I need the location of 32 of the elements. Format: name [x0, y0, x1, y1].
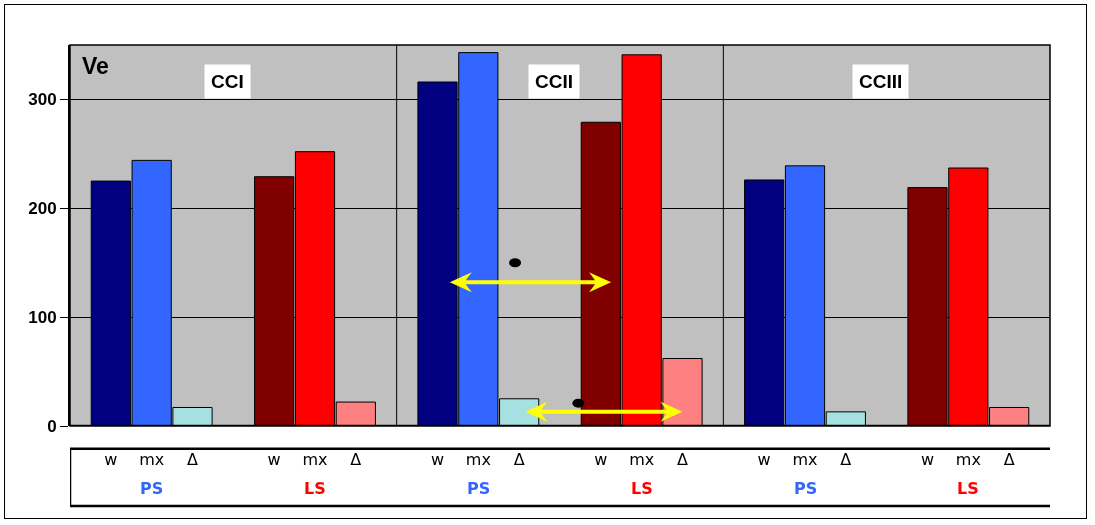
x-tick-label: w [104, 450, 118, 469]
y-tick-label: 100 [28, 308, 57, 328]
x-tick-label: mx [629, 450, 655, 469]
text: LS [304, 479, 326, 498]
annotation: CCI [211, 71, 244, 92]
x-tick-label: mx [139, 450, 165, 469]
annotation: CCIII [859, 71, 903, 92]
x-tick-label: w [430, 450, 445, 469]
x-tick-label: mx [302, 450, 328, 469]
x-tick-label: mx [465, 450, 491, 469]
x-tick-label: Δ [677, 450, 689, 469]
text: PS [140, 479, 164, 498]
y-axis-title: Ve [82, 53, 109, 79]
x-tick-label: Δ [513, 450, 525, 469]
x-tick-label: Δ [840, 450, 852, 469]
x-tick-label: Δ [187, 450, 199, 469]
annotation: CCII [535, 71, 573, 92]
text: PS [467, 479, 491, 498]
x-tick-label: w [267, 450, 281, 469]
x-tick-label: w [594, 450, 608, 469]
x-tick-label: w [757, 450, 771, 469]
x-tick-label: Δ [350, 450, 362, 469]
text: LS [957, 479, 979, 498]
y-tick-label: 0 [47, 416, 57, 436]
x-tick-label: Δ [1003, 450, 1015, 469]
text: PS [794, 479, 818, 498]
x-tick-label: w [920, 450, 935, 469]
x-tick-label: mx [792, 450, 818, 469]
text: LS [631, 479, 653, 498]
y-tick-label: 200 [28, 199, 57, 219]
y-tick-label: 300 [28, 90, 57, 110]
x-tick-label: mx [955, 450, 981, 469]
